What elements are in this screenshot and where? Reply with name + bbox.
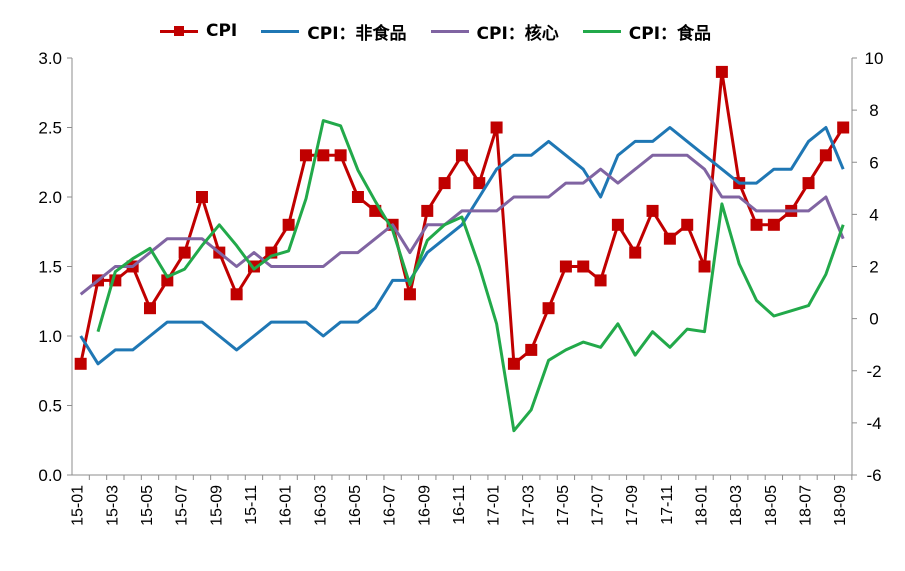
y-right-tick-label: 8 (869, 101, 878, 120)
x-tick-label: 15-01 (70, 485, 87, 526)
cpi-data-point (715, 65, 728, 78)
y-left-tick-label: 0.0 (38, 466, 62, 485)
cpi-data-point (594, 274, 607, 287)
legend-line-cpi-food (582, 30, 621, 33)
cpi-data-point (767, 218, 780, 231)
cpi-data-point (629, 246, 642, 259)
y-right-tick-label: 6 (869, 153, 878, 172)
cpi-data-point (282, 218, 295, 231)
x-tick-label: 17-05 (555, 485, 572, 526)
x-tick-label: 16-01 (278, 485, 295, 526)
x-tick-label: 17-11 (659, 485, 676, 525)
cpi-data-point (195, 191, 208, 203)
cpi-data-point (698, 260, 711, 273)
x-tick-label: 15-05 (139, 485, 156, 526)
cpi-data-point (299, 149, 312, 162)
cpi-data-point (351, 191, 364, 203)
cpi-data-point (819, 149, 832, 162)
cpi-data-point (559, 260, 572, 273)
x-tick-label: 15-07 (174, 485, 191, 526)
cpi-data-point (750, 218, 763, 231)
legend-label-cpi: CPI (206, 21, 238, 41)
legend-swatch-cpi (160, 21, 198, 41)
cpi-data-point (334, 149, 347, 162)
x-tick-label: 18-07 (798, 485, 815, 526)
cpi-data-point (230, 288, 243, 301)
y-right-tick-label: 2 (869, 258, 878, 277)
y-left-tick-label: 2.5 (38, 119, 62, 138)
cpi-data-point (646, 204, 659, 217)
y-left-tick-label: 2.0 (38, 188, 62, 207)
legend-item-cpi-food: CPI：食品 (582, 19, 712, 44)
cpi-data-point (542, 302, 555, 315)
x-tick-label: 16-11 (451, 485, 468, 525)
x-tick-label: 17-09 (624, 485, 641, 526)
cpi-data-point (74, 357, 87, 370)
x-tick-label: 18-01 (694, 485, 711, 526)
cpi-data-point (473, 177, 486, 190)
x-tick-label: 15-09 (208, 485, 225, 526)
x-tick-label: 16-05 (347, 485, 364, 526)
y-left-tick-label: 0.5 (38, 397, 62, 416)
cpi-data-point (421, 204, 434, 217)
cpi-data-point (802, 177, 815, 190)
cpi-data-point (143, 302, 156, 315)
y-left-tick-label: 1.0 (38, 327, 62, 346)
legend-swatch-cpi-food (582, 21, 621, 41)
legend-item-cpi: CPI (160, 21, 237, 41)
x-tick-label: 18-09 (832, 485, 849, 526)
x-tick-label: 16-09 (416, 485, 433, 526)
y-right-tick-label: 0 (869, 310, 878, 329)
legend-marker-cpi (174, 26, 184, 36)
legend-swatch-cpi-non-food (261, 21, 300, 41)
x-tick-label: 17-03 (520, 485, 537, 526)
x-tick-label: 17-07 (590, 485, 607, 526)
y-right-tick-label: -6 (866, 466, 881, 485)
y-right-tick-label: -4 (866, 414, 881, 433)
cpi-data-point (403, 288, 416, 301)
cpi-data-point (490, 121, 503, 134)
chart-legend: CPI CPI：非食品 CPI：核心 CPI：食品 (160, 18, 735, 44)
cpi-data-point (837, 121, 850, 134)
cpi-data-point (317, 149, 330, 162)
legend-label-cpi-food: CPI：食品 (628, 23, 712, 44)
x-tick-label: 17-01 (486, 485, 503, 526)
cpi-data-point (265, 246, 278, 259)
x-tick-label: 15-03 (104, 485, 121, 526)
cpi-data-point (455, 149, 468, 162)
x-tick-label: 15-11 (243, 485, 260, 525)
y-right-tick-label: 4 (869, 205, 878, 224)
legend-label-cpi-core: CPI：核心 (476, 23, 559, 44)
cpi-data-point (663, 232, 676, 245)
legend-item-cpi-non-food: CPI：非食品 (261, 19, 407, 44)
legend-swatch-cpi-core (430, 21, 469, 41)
legend-line-cpi-non-food (261, 30, 300, 33)
cpi-data-point (681, 218, 694, 231)
cpi-data-point (178, 246, 191, 259)
cpi-data-point (438, 177, 451, 190)
series-line-3 (96, 119, 845, 433)
y-left-tick-label: 1.5 (38, 258, 62, 277)
legend-item-cpi-core: CPI：核心 (430, 19, 559, 44)
series-line-1 (79, 126, 845, 366)
cpi-data-point (577, 260, 590, 273)
y-right-tick-label: 10 (865, 49, 884, 68)
legend-line-cpi-core (430, 30, 469, 33)
cpi-data-point (525, 343, 538, 356)
y-left-tick-label: 3.0 (38, 49, 62, 68)
x-tick-label: 16-07 (382, 485, 399, 526)
cpi-data-point (507, 357, 520, 370)
x-tick-label: 16-03 (312, 485, 329, 526)
y-right-tick-label: -2 (866, 362, 881, 381)
cpi-data-point (611, 218, 624, 231)
series-line-2 (79, 153, 845, 296)
x-tick-label: 18-03 (728, 485, 745, 526)
legend-label-cpi-non-food: CPI：非食品 (307, 23, 407, 44)
x-tick-label: 18-05 (763, 485, 780, 526)
